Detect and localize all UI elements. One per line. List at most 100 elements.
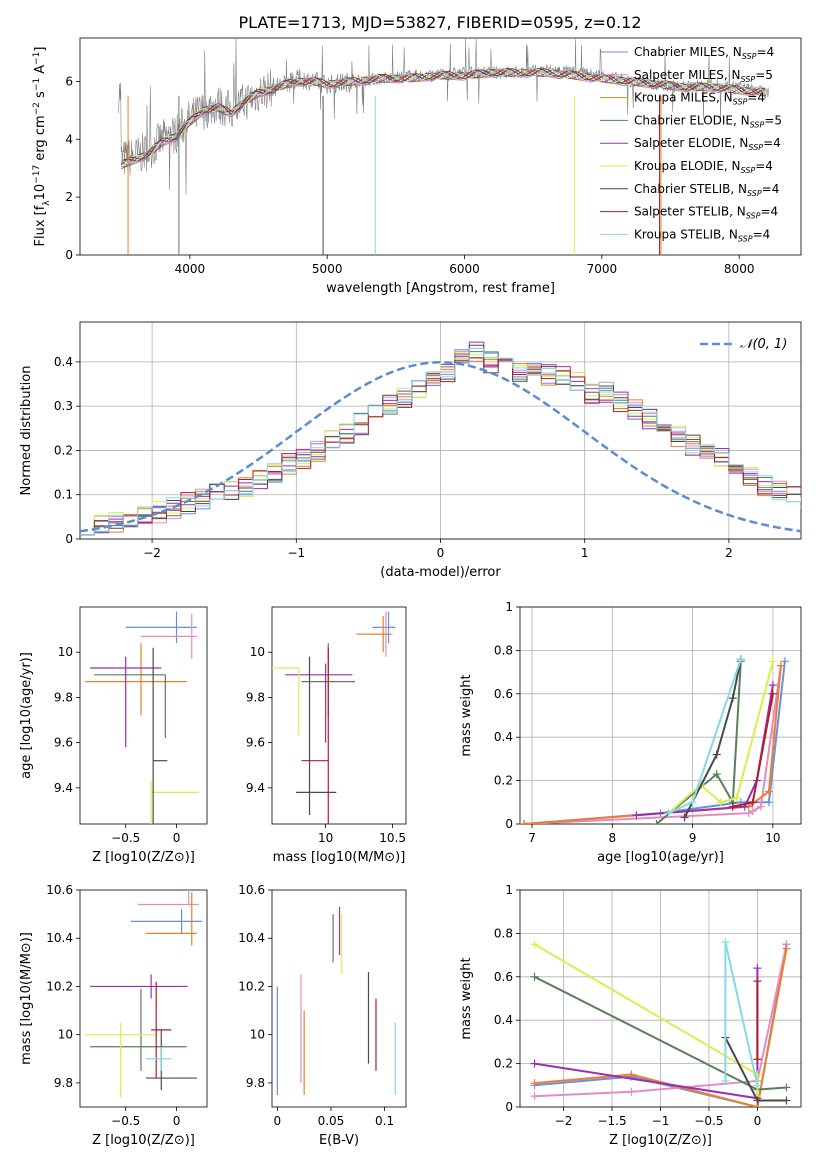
y-axis-label: mass [log10(M/M⊙)]	[19, 932, 34, 1065]
legend-label: Chabrier ELODIE, NSSP=5	[634, 113, 782, 129]
y-tick-label: 10.4	[46, 931, 73, 945]
y-tick-label: 10	[58, 645, 73, 659]
x-tick-label: 7	[528, 831, 536, 845]
y-axis-label-part: ]	[33, 47, 48, 52]
legend-suffix: =4	[763, 136, 781, 150]
weight-line	[668, 658, 742, 815]
y-tick-label: 10.6	[46, 883, 73, 897]
y-tick-label: 0.4	[54, 355, 73, 369]
weight-line	[655, 661, 742, 824]
model-spectrum-line	[120, 67, 766, 162]
x-tick-label: −2	[555, 1114, 573, 1128]
x-tick-label: 8	[609, 831, 617, 845]
y-tick-label: 0	[65, 248, 73, 262]
y-tick-label: 10.4	[238, 931, 265, 945]
legend-suffix: =4	[762, 182, 780, 196]
x-tick-label: 9	[689, 831, 697, 845]
x-tick-label: 0	[437, 546, 445, 560]
y-axis-label: Flux [fλ10−17 erg cm−2 s−1 A−1]	[32, 47, 52, 247]
legend-label: Salpeter ELODIE, NSSP=4	[634, 136, 781, 152]
age_vs_Z-axes: −0.5 0 9.4 9.6 9.8 10 Z [log10(Z/Z⊙)] age [log1…	[19, 606, 208, 865]
legend-subscript: SSP	[733, 98, 748, 107]
x-tick-label: 0	[754, 1114, 762, 1128]
legend-suffix: =5	[764, 113, 782, 127]
y-axis-label-part: 10	[33, 184, 48, 201]
spectrum-legend: Chabrier MILES, NSSP=4 Salpeter MILES, NS…	[600, 45, 782, 243]
legend-subscript: SSP	[746, 212, 761, 221]
y-axis-label-part: λ	[42, 200, 52, 206]
y-tick-label: 0.3	[54, 399, 73, 413]
weight-line	[683, 658, 742, 818]
y-axis-label-part: −17	[32, 165, 42, 184]
x-tick-label: 10	[318, 831, 333, 845]
x-tick-label: −1.5	[597, 1114, 626, 1128]
plot-frame	[79, 889, 208, 1108]
x-tick-label: −0.5	[694, 1114, 723, 1128]
legend-suffix: =4	[760, 205, 778, 219]
weight-line	[523, 665, 782, 824]
y-tick-label: 9.8	[54, 690, 73, 704]
x-tick-label: 0	[173, 831, 181, 845]
x-tick-label: 0.1	[375, 1114, 394, 1128]
weight-line	[636, 684, 774, 817]
x-tick-label: 5000	[312, 262, 343, 276]
y-tick-label: 10.2	[46, 979, 73, 993]
x-tick-label: −0.5	[111, 831, 140, 845]
y-axis-label: age [log10(age/yr)]	[19, 652, 34, 779]
y-tick-label: 10	[58, 1028, 73, 1042]
x-tick-label: 2	[725, 546, 733, 560]
weight_vs_age-lines	[520, 655, 789, 824]
x-tick-label: 10	[765, 831, 780, 845]
age_vs_mass-axes: 10 10.5 9.4 9.6 9.8 10 mass [log10(M/M⊙)]	[246, 606, 407, 865]
x-tick-label: 1	[581, 546, 589, 560]
x-tick-label: 0.05	[318, 1114, 345, 1128]
legend-subscript: SSP	[750, 120, 765, 129]
weight_vs_Z-lines	[530, 938, 791, 1107]
y-tick-label: 0.8	[494, 926, 513, 940]
legend-label: Chabrier MILES, NSSP=4	[634, 45, 774, 61]
y-axis-label-part: −2	[32, 102, 42, 115]
y-tick-label: 9.4	[54, 781, 73, 795]
legend-subscript: SSP	[741, 166, 756, 175]
y-axis-label-part: A	[33, 65, 48, 78]
y-tick-label: 0.6	[494, 687, 513, 701]
age_vs_Z-points	[85, 611, 199, 824]
mass_vs_EBV-axes: 0 0.05 0.1 9.8 10 10.2 10.4 10.6 E(B-V)	[238, 883, 407, 1148]
residuals-axes: −2 −1 0 1 2 0 0.1 0.2 0.3 0.4 (data-model)/error No…	[19, 321, 802, 580]
y-tick-label: 0.2	[494, 1057, 513, 1071]
x-tick-label: −1	[652, 1114, 670, 1128]
weight-line	[534, 948, 788, 1107]
mass_vs_Z-points	[85, 890, 202, 1098]
model-spectrum-line	[121, 67, 766, 164]
y-axis-label-part: erg cm	[33, 115, 48, 164]
legend-suffix: =4	[756, 45, 774, 59]
y-axis-label-part: −1	[32, 52, 42, 65]
weight-line	[534, 944, 788, 1098]
weight-line	[523, 665, 782, 824]
y-tick-label: 0.2	[54, 443, 73, 457]
legend-label: Kroupa MILES, NSSP=4	[634, 91, 765, 107]
x-axis-label: Z [log10(Z/Z⊙)]	[92, 850, 195, 865]
y-axis-label: Normed distribution	[19, 366, 34, 496]
y-tick-label: 1	[505, 883, 513, 897]
x-tick-label: 0	[274, 1114, 282, 1128]
y-tick-label: 9.8	[246, 690, 265, 704]
legend-label: Kroupa STELIB, NSSP=4	[634, 227, 770, 243]
y-tick-label: 2	[65, 190, 73, 204]
y-tick-label: 10	[250, 645, 265, 659]
spectrum-axes: 4000 5000 6000 7000 8000 0 2 4 6 wavelength [Angs…	[32, 37, 802, 296]
y-axis-label: mass weight	[459, 674, 474, 756]
y-tick-label: 6	[65, 74, 73, 88]
weight-line	[523, 661, 786, 824]
y-tick-label: 10.2	[238, 979, 265, 993]
model-spectrum-line	[121, 68, 766, 169]
y-axis-label-part: s	[33, 91, 48, 102]
x-tick-label: 6000	[449, 262, 480, 276]
weight-line	[724, 1037, 787, 1102]
x-tick-label: 8000	[724, 262, 755, 276]
x-axis-label: age [log10(age/yr)]	[597, 850, 724, 865]
x-tick-label: −0.5	[111, 1114, 140, 1128]
y-tick-label: 0	[505, 817, 513, 831]
histogram-step	[80, 341, 801, 536]
normal-curve	[80, 361, 801, 533]
